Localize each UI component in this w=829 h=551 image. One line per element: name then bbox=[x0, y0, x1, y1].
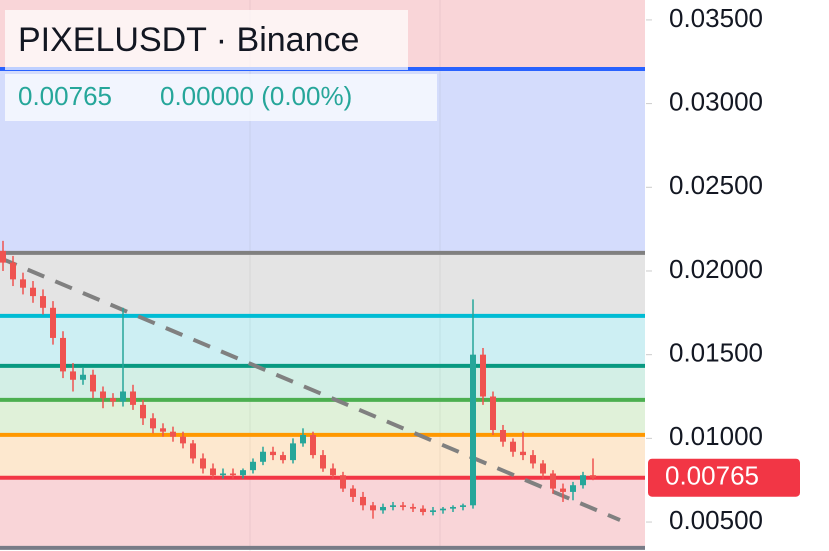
candle-body bbox=[180, 436, 186, 444]
candle-body bbox=[190, 443, 196, 459]
candle-body bbox=[560, 488, 566, 492]
y-tick-label: 0.03500 bbox=[669, 3, 763, 33]
band bbox=[0, 399, 645, 435]
candle-body bbox=[430, 510, 436, 513]
candle-body bbox=[590, 475, 596, 478]
y-tick-label: 0.03000 bbox=[669, 86, 763, 116]
candle-body bbox=[50, 307, 56, 338]
candle-body bbox=[90, 374, 96, 392]
candle-body bbox=[270, 451, 276, 456]
candle-body bbox=[280, 455, 286, 461]
candle-body bbox=[290, 443, 296, 461]
y-tick-label: 0.02500 bbox=[669, 170, 763, 200]
candle-body bbox=[310, 435, 316, 456]
candle-body bbox=[220, 473, 226, 476]
candle-body bbox=[450, 506, 456, 509]
candle-body bbox=[30, 287, 36, 297]
candle-body bbox=[400, 505, 406, 507]
candle-body bbox=[350, 488, 356, 497]
candle-body bbox=[530, 455, 536, 464]
candle-body bbox=[470, 354, 476, 506]
y-tick-label: 0.02000 bbox=[669, 254, 763, 284]
candle-body bbox=[550, 473, 556, 489]
candle-body bbox=[240, 470, 246, 476]
candle-body bbox=[250, 461, 256, 471]
plot-area bbox=[0, 0, 645, 548]
y-tick-label: 0.01500 bbox=[669, 338, 763, 368]
candle-body bbox=[300, 435, 306, 444]
y-tick-label: 0.01000 bbox=[669, 421, 763, 451]
candle-body bbox=[580, 475, 586, 486]
band bbox=[0, 365, 645, 400]
last-price: 0.00765 bbox=[18, 81, 112, 111]
axis: 0.00500 0.01000 0.01500 0.02000 0.02500 0.030… bbox=[646, 3, 800, 535]
candle-body bbox=[330, 468, 336, 476]
candle-body bbox=[440, 508, 446, 511]
candle-body bbox=[200, 458, 206, 469]
candle-body bbox=[500, 429, 506, 442]
candle-body bbox=[390, 505, 396, 507]
candle-body bbox=[460, 505, 466, 507]
candle-body bbox=[140, 404, 146, 419]
header-box bbox=[5, 10, 408, 70]
candle-body bbox=[410, 506, 416, 509]
band bbox=[0, 252, 645, 316]
candle-body bbox=[320, 455, 326, 469]
candle-body bbox=[340, 475, 346, 489]
candle-body bbox=[420, 508, 426, 513]
candle-body bbox=[480, 354, 486, 397]
price-tag-bg bbox=[648, 458, 800, 497]
candle-body bbox=[100, 391, 106, 399]
candle-body bbox=[360, 496, 366, 506]
band bbox=[0, 477, 645, 548]
candle-body bbox=[210, 468, 216, 476]
candle-body bbox=[80, 374, 86, 380]
price-tag: 0.00765 bbox=[665, 461, 759, 491]
y-tick-label: 0.00500 bbox=[669, 505, 763, 535]
candle-body bbox=[540, 463, 546, 474]
trendline bbox=[0, 256, 621, 522]
candle-body bbox=[120, 391, 126, 402]
candle-body bbox=[40, 296, 46, 308]
candle-body bbox=[150, 418, 156, 429]
symbol: PIXELUSDT · Binance bbox=[18, 21, 359, 59]
candle-body bbox=[10, 262, 16, 280]
candle-body bbox=[510, 441, 516, 452]
candle-body bbox=[160, 428, 166, 432]
candle-body bbox=[70, 371, 76, 380]
candle-body bbox=[230, 473, 236, 476]
candle-body bbox=[520, 451, 526, 456]
price-change: 0.00000 (0.00%) bbox=[160, 81, 352, 111]
candle-body bbox=[60, 337, 66, 372]
candle-body bbox=[170, 431, 176, 437]
candle-body bbox=[0, 250, 6, 263]
candle-body bbox=[260, 451, 266, 462]
header-box bbox=[5, 74, 437, 121]
candle-body bbox=[20, 279, 26, 288]
band bbox=[0, 315, 645, 366]
candle-body bbox=[490, 396, 496, 430]
candle-body bbox=[110, 398, 116, 402]
candle-body bbox=[130, 391, 136, 405]
candle-body bbox=[570, 485, 576, 492]
candle-body bbox=[370, 505, 376, 511]
candle-body bbox=[380, 506, 386, 511]
